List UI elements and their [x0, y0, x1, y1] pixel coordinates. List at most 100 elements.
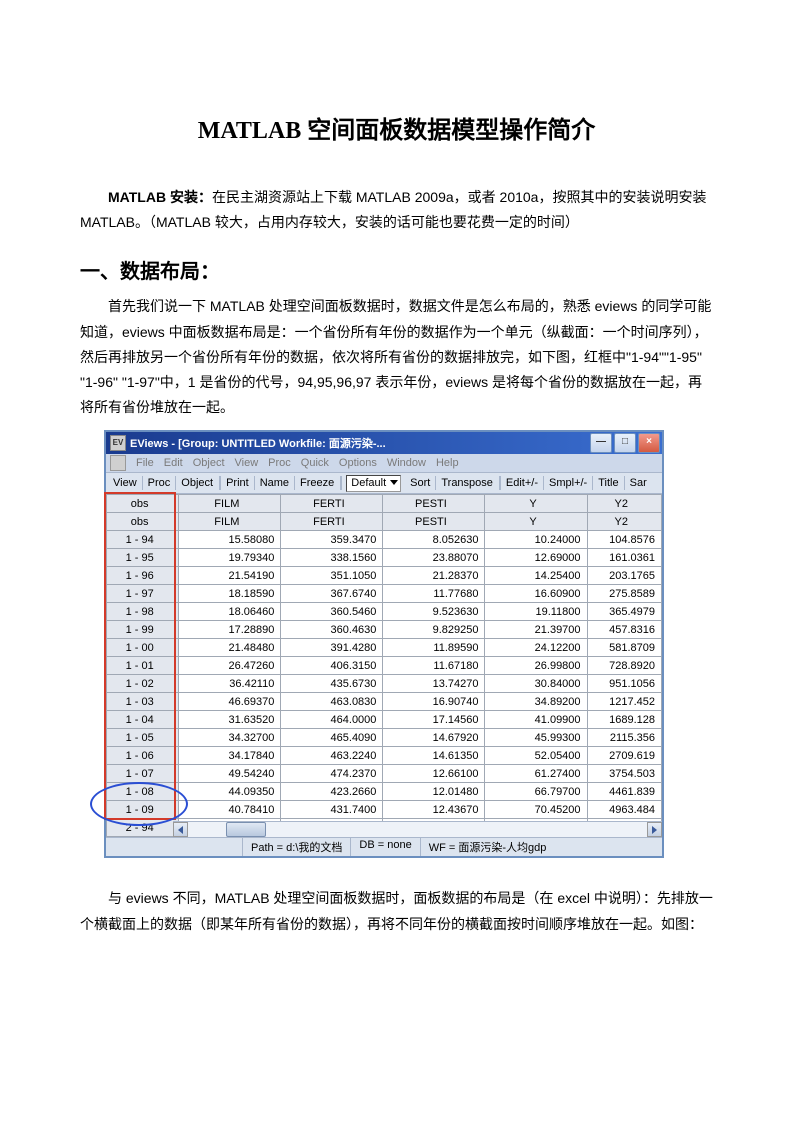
table-row: 1 - 0749.54240474.237012.6610061.2740037…	[107, 765, 662, 783]
data-cell: 435.6730	[281, 675, 383, 693]
data-cell: 338.1560	[281, 549, 383, 567]
data-cell: 18.06460	[179, 603, 281, 621]
data-cell: 351.1050	[281, 567, 383, 585]
data-cell: 21.39700	[485, 621, 587, 639]
tb-object[interactable]: Object	[176, 476, 221, 490]
tb-smpl[interactable]: Smpl+/-	[544, 476, 593, 490]
section1-p1: 首先我们说一下 MATLAB 处理空间面板数据时，数据文件是怎么布局的，熟悉 e…	[80, 294, 713, 420]
tb-edit[interactable]: Edit+/-	[501, 476, 544, 490]
install-paragraph: MATLAB 安装：在民主湖资源站上下载 MATLAB 2009a，或者 201…	[80, 185, 713, 235]
tb-print[interactable]: Print	[221, 476, 255, 490]
eviews-screenshot: EV EViews - [Group: UNTITLED Workfile: 面…	[104, 430, 664, 858]
data-cell: 16.60900	[485, 585, 587, 603]
data-cell: 431.7400	[281, 801, 383, 819]
obs-cell: 1 - 06	[107, 747, 179, 765]
data-cell: 52.05400	[485, 747, 587, 765]
obs-cell: 1 - 00	[107, 639, 179, 657]
menu-object[interactable]: Object	[193, 457, 225, 469]
obs-cell: 1 - 02	[107, 675, 179, 693]
table-row: 1 - 9718.18590367.674011.7768016.6090027…	[107, 585, 662, 603]
tb-sar[interactable]: Sar	[625, 476, 652, 490]
data-cell: 463.0830	[281, 693, 383, 711]
tb-title[interactable]: Title	[593, 476, 624, 490]
install-label: MATLAB 安装：	[108, 189, 212, 205]
table-row: 1 - 9415.58080359.34708.05263010.2400010…	[107, 531, 662, 549]
col-header: Y2	[587, 495, 661, 513]
data-cell: 465.4090	[281, 729, 383, 747]
data-cell: 70.45200	[485, 801, 587, 819]
data-cell: 17.28890	[179, 621, 281, 639]
obs-cell: 1 - 94	[107, 531, 179, 549]
data-cell: 21.54190	[179, 567, 281, 585]
obs-cell: 1 - 96	[107, 567, 179, 585]
data-cell: 365.4979	[587, 603, 661, 621]
col-header: FERTI	[281, 495, 383, 513]
col-header: FILM	[179, 495, 281, 513]
col-header: FERTI	[281, 513, 383, 531]
data-cell: 16.90740	[383, 693, 485, 711]
app-icon: EV	[110, 435, 126, 451]
data-cell: 3754.503	[587, 765, 661, 783]
data-cell: 14.67920	[383, 729, 485, 747]
data-cell: 21.28370	[383, 567, 485, 585]
tb-freeze[interactable]: Freeze	[295, 476, 342, 490]
menu-file[interactable]: File	[136, 457, 154, 469]
data-cell: 34.17840	[179, 747, 281, 765]
data-cell: 26.47260	[179, 657, 281, 675]
data-cell: 457.8316	[587, 621, 661, 639]
scroll-left-button[interactable]	[173, 822, 188, 837]
menu-window[interactable]: Window	[387, 457, 426, 469]
close-button[interactable]: ×	[638, 433, 660, 453]
col-header: Y	[485, 513, 587, 531]
maximize-button[interactable]: □	[614, 433, 636, 453]
section1-heading: 一、数据布局：	[80, 255, 713, 284]
minimize-button[interactable]: —	[590, 433, 612, 453]
data-cell: 951.1056	[587, 675, 661, 693]
tb-default-dropdown[interactable]: Default	[346, 475, 401, 492]
data-cell: 728.8920	[587, 657, 661, 675]
table-row: 1 - 9519.79340338.156023.8807012.6900016…	[107, 549, 662, 567]
data-cell: 14.25400	[485, 567, 587, 585]
toolbar: View Proc Object Print Name Freeze Defau…	[106, 472, 662, 494]
menu-icon	[110, 455, 126, 471]
tb-view[interactable]: View	[108, 476, 143, 490]
menu-help[interactable]: Help	[436, 457, 459, 469]
status-spacer	[106, 838, 243, 856]
tb-sort[interactable]: Sort	[405, 476, 436, 490]
data-cell: 581.8709	[587, 639, 661, 657]
menu-proc[interactable]: Proc	[268, 457, 291, 469]
menu-options[interactable]: Options	[339, 457, 377, 469]
table-row: 1 - 0126.47260406.315011.6718026.9980072…	[107, 657, 662, 675]
menu-quick[interactable]: Quick	[301, 457, 329, 469]
section1-p2: 与 eviews 不同，MATLAB 处理空间面板数据时，面板数据的布局是（在 …	[80, 886, 713, 936]
data-cell: 423.2660	[281, 783, 383, 801]
tb-name[interactable]: Name	[255, 476, 295, 490]
data-cell: 1689.128	[587, 711, 661, 729]
eviews-window: EV EViews - [Group: UNTITLED Workfile: 面…	[104, 430, 664, 858]
table-row: 1 - 0236.42110435.673013.7427030.8400095…	[107, 675, 662, 693]
obs-cell: 1 - 97	[107, 585, 179, 603]
obs-cell: 1 - 04	[107, 711, 179, 729]
tb-proc[interactable]: Proc	[143, 476, 177, 490]
data-cell: 359.3470	[281, 531, 383, 549]
data-cell: 463.2240	[281, 747, 383, 765]
data-cell: 24.12200	[485, 639, 587, 657]
data-cell: 1217.452	[587, 693, 661, 711]
data-cell: 12.69000	[485, 549, 587, 567]
scroll-thumb[interactable]	[226, 822, 266, 837]
status-wf: WF = 面源污染-人均gdp	[421, 838, 662, 856]
data-cell: 12.66100	[383, 765, 485, 783]
status-db: DB = none	[351, 838, 420, 856]
menu-view[interactable]: View	[235, 457, 259, 469]
menu-edit[interactable]: Edit	[164, 457, 183, 469]
data-cell: 49.54240	[179, 765, 281, 783]
data-cell: 360.5460	[281, 603, 383, 621]
status-path: Path = d:\我的文档	[243, 838, 351, 856]
scroll-right-button[interactable]	[647, 822, 662, 837]
data-cell: 18.18590	[179, 585, 281, 603]
data-cell: 19.11800	[485, 603, 587, 621]
obs-cell: 1 - 05	[107, 729, 179, 747]
data-grid: obs FILM FERTI PESTI Y Y2 obs FILM FERTI…	[106, 494, 662, 837]
tb-transpose[interactable]: Transpose	[436, 476, 501, 490]
data-cell: 367.6740	[281, 585, 383, 603]
